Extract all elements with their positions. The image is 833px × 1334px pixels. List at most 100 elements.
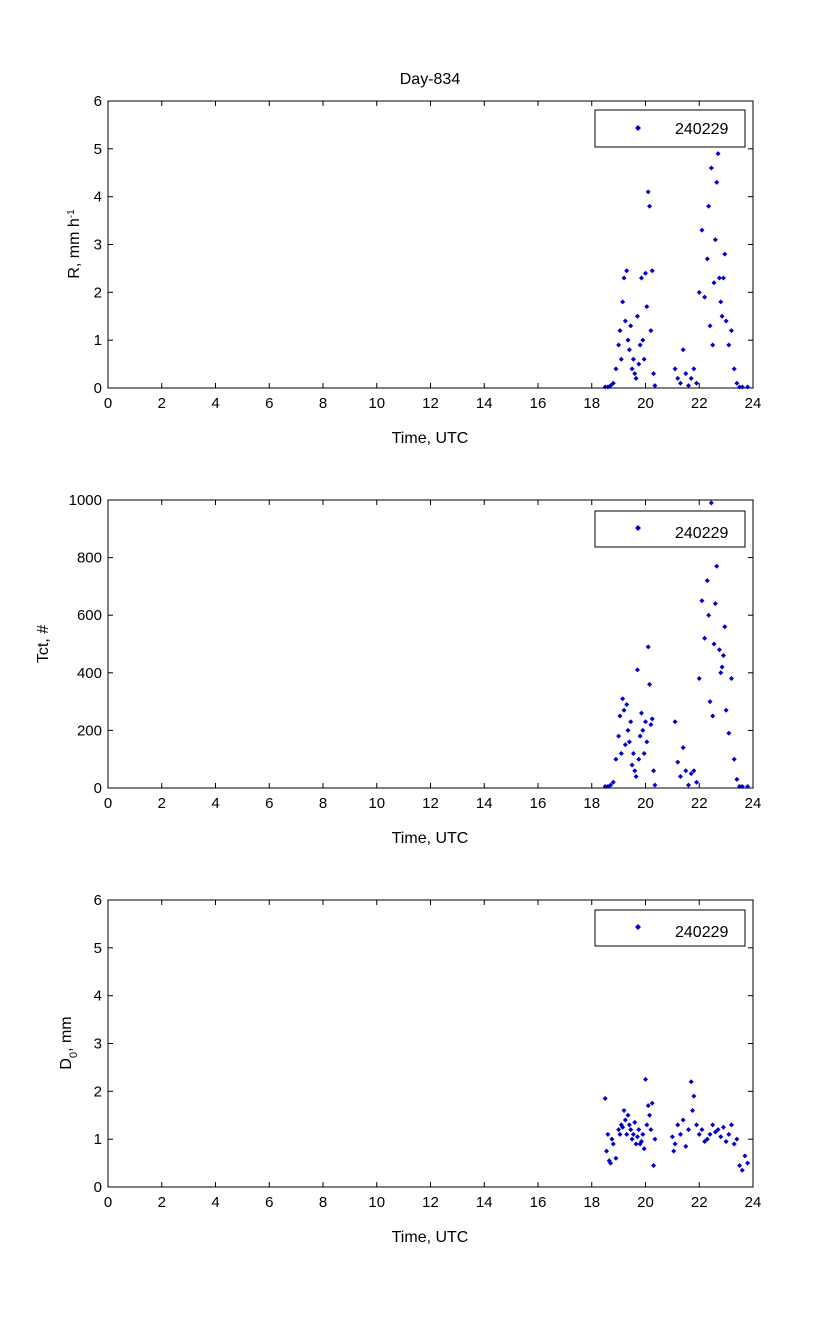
rain-rate-data-point — [641, 356, 647, 362]
median-diameter-legend-label: 240229 — [675, 924, 728, 941]
total-count-data-point — [711, 641, 717, 647]
median-diameter-y-tick-label: 2 — [94, 1083, 102, 1100]
median-diameter-data-point — [718, 1134, 724, 1140]
rain-rate-plot-area — [107, 100, 754, 389]
rain-rate-x-tick-label: 10 — [368, 395, 385, 412]
total-count-data-point — [630, 750, 636, 756]
median-diameter-data-point — [628, 1127, 634, 1133]
total-count-data-point — [616, 733, 622, 739]
rain-rate-data-point — [737, 384, 743, 390]
rain-rate-data-point — [633, 375, 639, 381]
total-count-x-tick-label: 12 — [422, 795, 439, 812]
median-diameter-x-tick-label: 20 — [637, 1194, 654, 1211]
median-diameter-data-point — [602, 1096, 608, 1102]
total-count-x-tick-label: 24 — [745, 795, 762, 812]
median-diameter-data-point — [731, 1141, 737, 1147]
median-diameter-x-tick-label: 10 — [368, 1194, 385, 1211]
median-diameter-data-point — [644, 1122, 650, 1128]
median-diameter-y-tick-label: 3 — [94, 1036, 102, 1053]
median-diameter-data-point — [643, 1076, 648, 1082]
median-diameter-y-tick-label: 5 — [94, 940, 102, 957]
median-diameter-data-point — [608, 1160, 614, 1166]
total-count-x-tick-label: 0 — [104, 795, 112, 812]
median-diameter-x-tick-label: 18 — [583, 1194, 600, 1211]
median-diameter-data-point — [739, 1167, 745, 1173]
median-diameter-data-point — [677, 1131, 683, 1137]
total-count-data-point — [643, 719, 648, 725]
total-count-data-point — [645, 644, 651, 650]
median-diameter-x-tick-label: 6 — [265, 1194, 273, 1211]
rain-rate-data-point — [719, 313, 725, 319]
rain-rate-data-point — [644, 304, 650, 310]
rain-rate-data-point — [677, 380, 683, 386]
total-count-data-point — [699, 598, 705, 604]
total-count-legend-box — [594, 510, 746, 548]
rain-rate-data-point — [731, 366, 737, 372]
total-count-x-tick-label: 10 — [368, 795, 385, 812]
total-count-data-point — [628, 719, 634, 725]
median-diameter-data-point — [726, 1131, 732, 1137]
rain-rate-x-tick-label: 20 — [637, 395, 654, 412]
rain-rate-data-point — [711, 280, 717, 286]
median-diameter-data-point — [625, 1112, 631, 1118]
median-diameter-data-point — [680, 1117, 686, 1123]
median-diameter-data-point — [630, 1131, 636, 1137]
total-count-data-point — [726, 730, 732, 736]
total-count-data-point — [626, 739, 632, 745]
median-diameter-data-point — [651, 1162, 657, 1168]
total-count-y-tick-label: 600 — [77, 607, 102, 624]
total-count-legend-marker — [635, 525, 641, 531]
total-count-data-point — [641, 750, 647, 756]
rain-rate-y-tick-label: 3 — [94, 237, 102, 254]
total-count-data-point — [716, 647, 722, 653]
rain-rate-x-tick-label: 14 — [476, 395, 493, 412]
figure-title: Day-834 — [400, 71, 461, 88]
total-count-x-ticks: 0 2 4 6 8 10 12 14 16 18 20 22 24 — [104, 500, 762, 812]
median-diameter-data-point — [710, 1122, 716, 1128]
median-diameter-data-point — [690, 1107, 696, 1113]
median-diameter-data-point — [636, 1127, 642, 1133]
total-count-data-point — [688, 771, 694, 777]
rain-rate-data-point — [620, 299, 626, 305]
rain-rate-y-tick-label: 0 — [94, 380, 102, 397]
rain-rate-data-point — [716, 275, 722, 281]
total-count-data-point — [708, 500, 714, 506]
median-diameter-data-point — [626, 1122, 632, 1128]
rain-rate-x-tick-label: 18 — [583, 395, 600, 412]
median-diameter-data-point — [652, 1136, 658, 1142]
median-diameter-y-tick-label: 1 — [94, 1131, 102, 1148]
median-diameter-data-point — [621, 1107, 627, 1113]
rain-rate-data-point — [699, 227, 705, 233]
total-count-data-point — [634, 667, 640, 673]
rain-rate-data-point — [622, 318, 628, 324]
total-count-data-point — [691, 768, 697, 774]
rain-rate-data-point — [616, 342, 622, 348]
total-count-points — [602, 500, 751, 790]
rain-rate-data-point — [610, 380, 616, 386]
total-count-data-point — [613, 756, 619, 762]
total-count-data-point — [696, 676, 702, 682]
rain-rate-legend-marker — [635, 125, 641, 131]
rain-rate-data-point — [625, 337, 631, 343]
total-count-data-point — [737, 784, 743, 790]
total-count-data-point — [636, 756, 642, 762]
rain-rate-data-point — [683, 371, 689, 377]
rain-rate-data-point — [628, 323, 634, 329]
median-diameter-y-tick-label: 6 — [94, 892, 102, 909]
total-count-data-point — [629, 762, 635, 768]
total-count-data-point — [683, 768, 689, 774]
total-count-data-point — [677, 773, 683, 779]
rain-rate-data-point — [729, 328, 734, 334]
total-count-x-tick-label: 22 — [691, 795, 708, 812]
rain-rate-data-point — [706, 203, 712, 209]
rain-rate-data-point — [630, 356, 636, 362]
rain-rate-y-tick-label: 1 — [94, 332, 102, 349]
median-diameter-x-axis-label: Time, UTC — [392, 1229, 469, 1246]
rain-rate-x-axis-label: Time, UTC — [392, 430, 469, 447]
total-count-data-point — [720, 653, 726, 659]
median-diameter-data-point — [702, 1139, 708, 1145]
median-diameter-x-tick-label: 22 — [691, 1194, 708, 1211]
median-diameter-data-point — [723, 1139, 729, 1145]
rain-rate-data-point — [632, 371, 638, 377]
